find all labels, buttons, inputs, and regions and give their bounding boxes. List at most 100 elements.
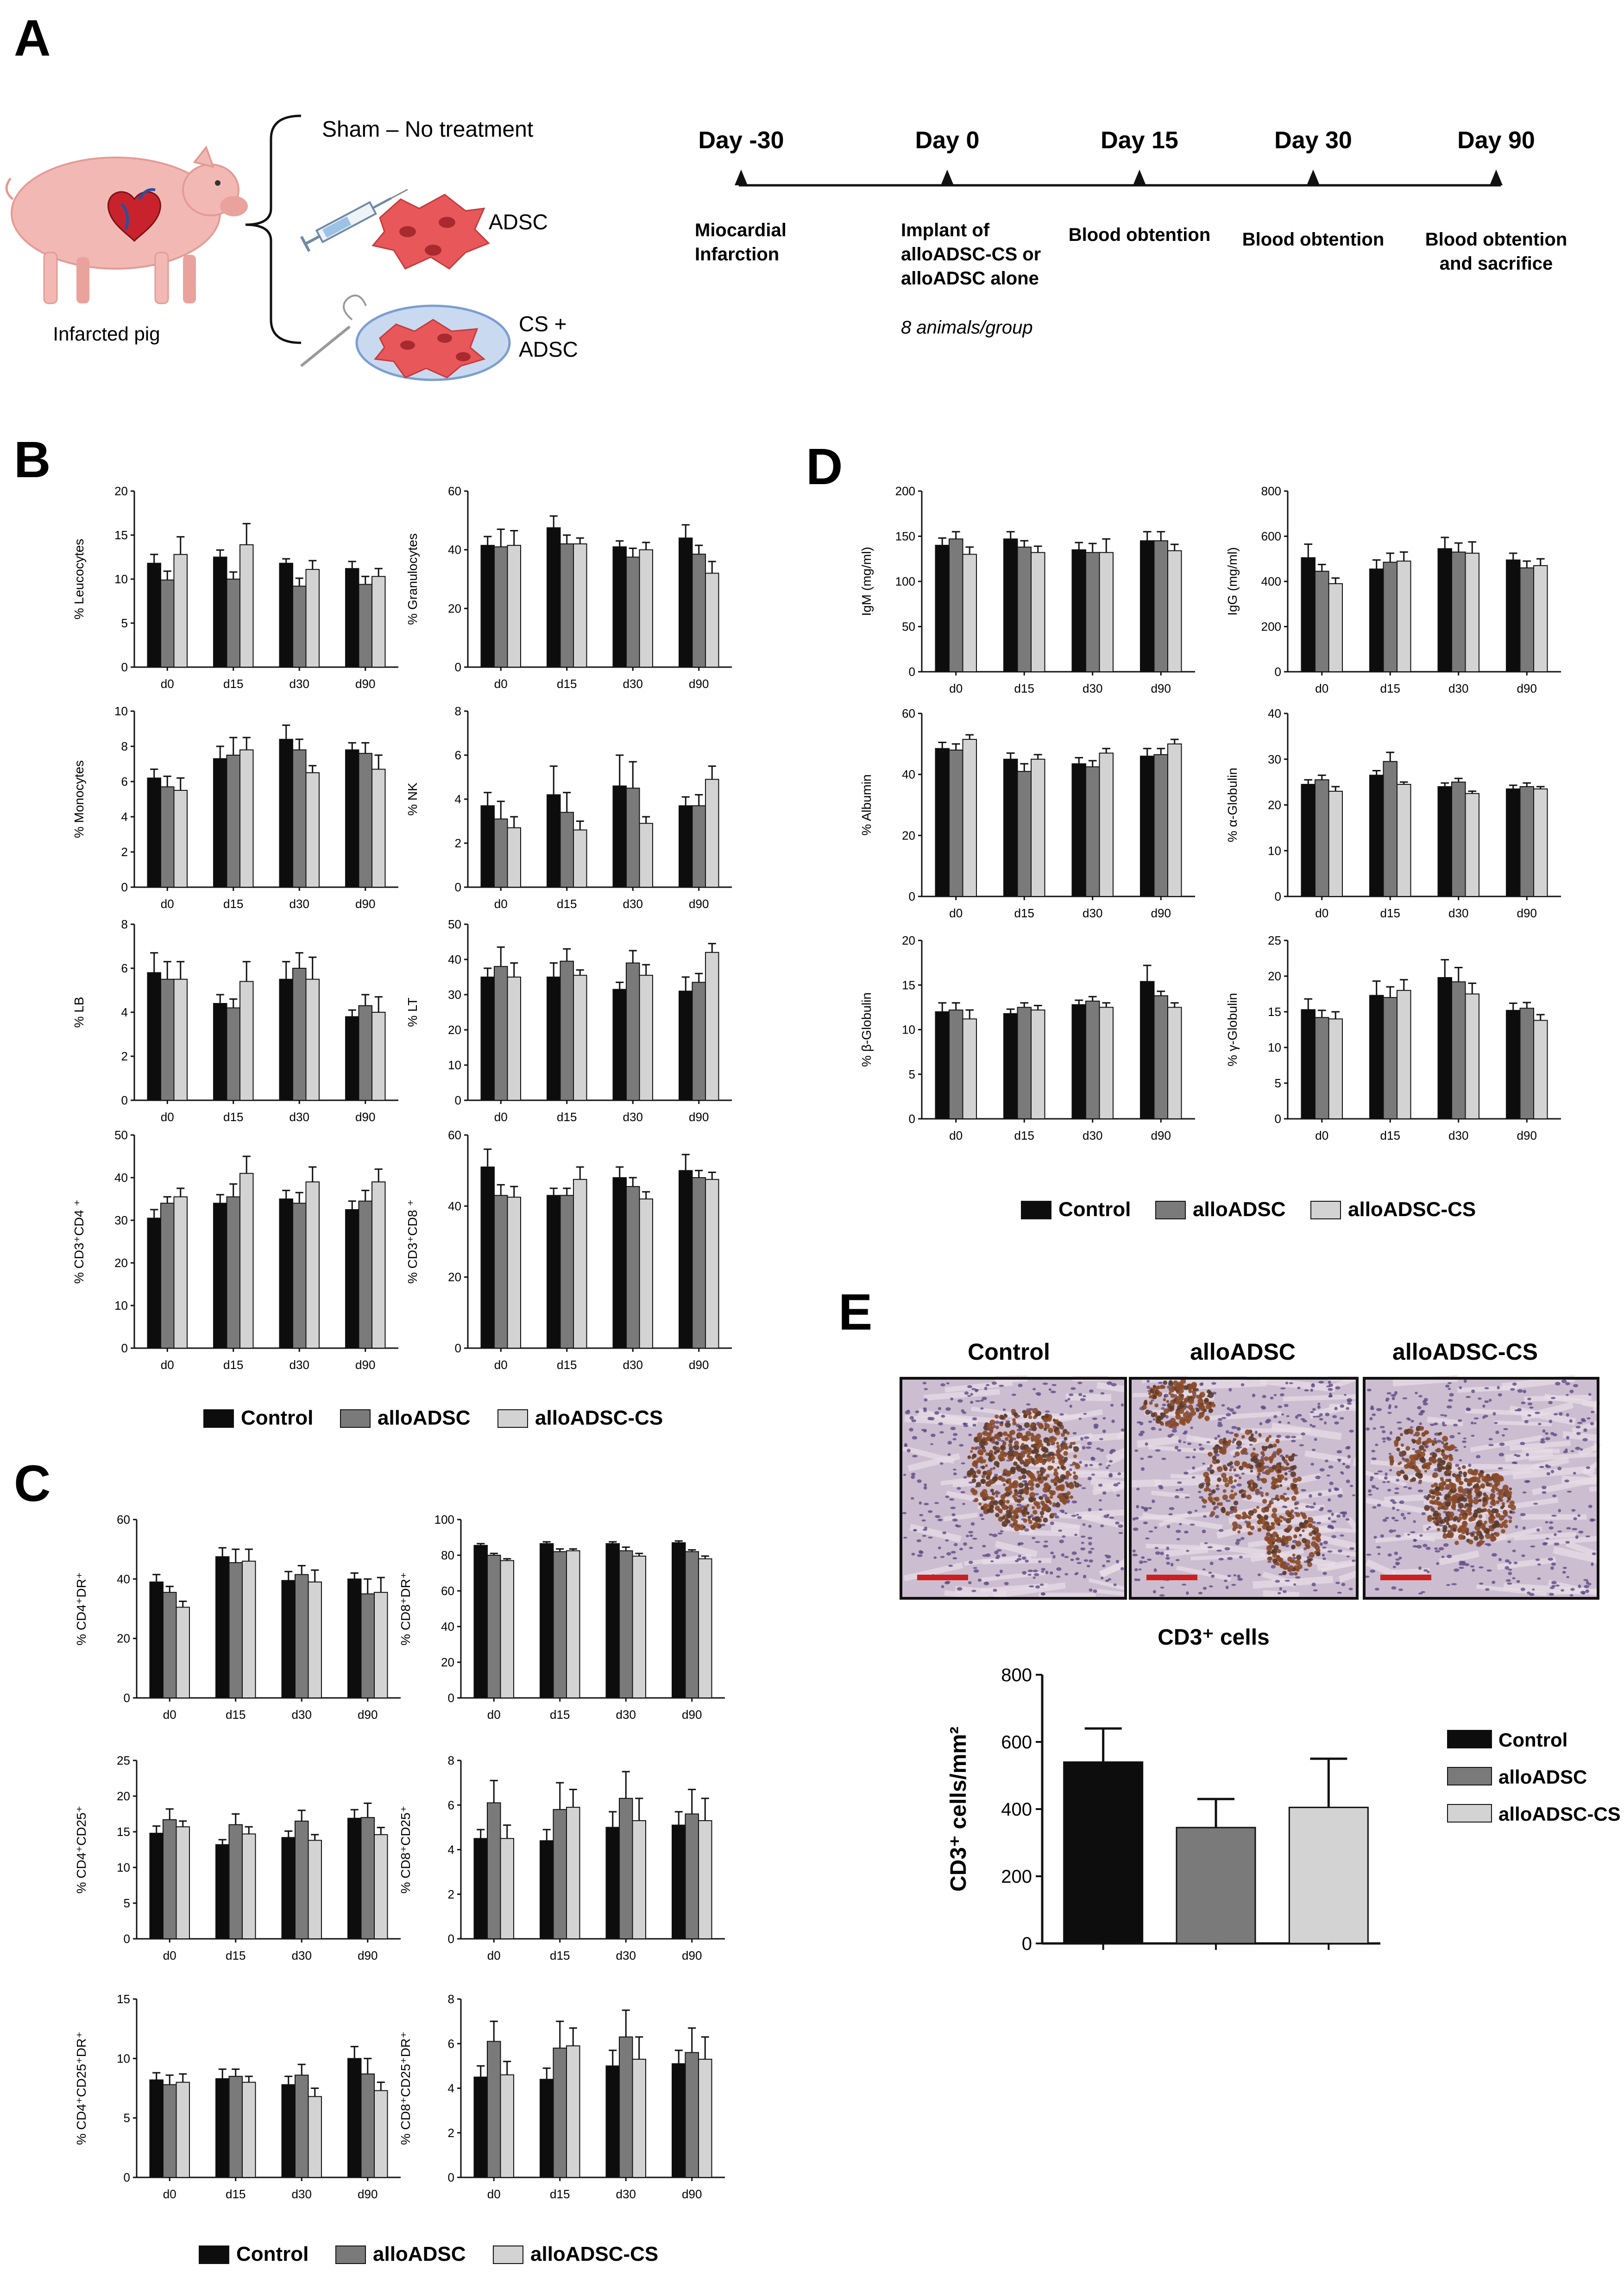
stained-cell	[1452, 1500, 1456, 1505]
nucleus	[1059, 1413, 1064, 1416]
stained-cell	[995, 1434, 1000, 1439]
stained-cell	[1208, 1392, 1214, 1398]
y-tick-label: 60	[441, 1584, 454, 1598]
nucleus	[1345, 1446, 1349, 1450]
stained-cell	[1272, 1558, 1277, 1563]
stained-cell	[1439, 1432, 1442, 1435]
stained-cell	[1482, 1526, 1486, 1531]
nucleus	[1566, 1576, 1569, 1578]
bar	[229, 2076, 243, 2177]
nucleus	[1118, 1524, 1123, 1527]
nucleus	[1380, 1426, 1385, 1428]
nucleus	[1393, 1530, 1396, 1532]
y-tick-label: 6	[455, 748, 461, 762]
bar	[633, 1821, 646, 1939]
bar	[508, 1197, 521, 1348]
nucleus	[1151, 1400, 1154, 1401]
stained-cell	[979, 1456, 983, 1461]
nucleus	[1270, 1397, 1273, 1400]
stained-cell	[1209, 1493, 1212, 1496]
timeline-event-label: and sacrifice	[1440, 253, 1553, 274]
bar	[1438, 978, 1452, 1119]
nucleus	[1236, 1483, 1242, 1487]
nucleus	[1231, 1584, 1236, 1586]
nucleus	[1259, 1487, 1262, 1489]
nucleus	[1116, 1494, 1120, 1497]
nucleus	[1146, 1380, 1150, 1382]
legend-swatch	[1448, 1804, 1492, 1822]
stained-cell	[1250, 1470, 1253, 1472]
nucleus	[1214, 1437, 1217, 1440]
y-tick-label: 2	[448, 1887, 454, 1901]
nucleus	[1345, 1465, 1350, 1469]
nucleus	[1202, 1530, 1206, 1533]
bar	[1438, 549, 1452, 672]
bar	[227, 755, 240, 887]
nucleus	[1154, 1526, 1157, 1529]
legend-label: Control	[1498, 1729, 1567, 1751]
nucleus	[1577, 1422, 1583, 1424]
panel-label-b: B	[14, 431, 50, 488]
nucleus	[1498, 1558, 1502, 1561]
bar	[1534, 566, 1548, 672]
nucleus	[1262, 1395, 1266, 1398]
pig-label: Infarcted pig	[53, 323, 160, 345]
nucleus	[1255, 1431, 1258, 1434]
nucleus	[1227, 1557, 1233, 1560]
nucleus	[1033, 1577, 1036, 1579]
stained-cell	[995, 1426, 999, 1429]
stained-cell	[1045, 1496, 1050, 1501]
nucleus	[1533, 1503, 1538, 1505]
nucleus	[1043, 1545, 1048, 1548]
nucleus	[1226, 1500, 1231, 1502]
stained-cell	[1259, 1434, 1262, 1437]
nucleus	[1389, 1529, 1393, 1533]
nucleus	[1175, 1495, 1179, 1499]
nucleus	[975, 1400, 981, 1402]
stained-cell	[1222, 1444, 1225, 1446]
panel-label-c: C	[14, 1455, 50, 1512]
nucleus	[990, 1401, 995, 1403]
nucleus	[1508, 1569, 1512, 1571]
nucleus	[1535, 1558, 1540, 1561]
y-tick-label: 4	[121, 1005, 128, 1019]
nucleus	[1202, 1505, 1206, 1508]
stained-cell	[1480, 1470, 1484, 1474]
stained-cell	[1278, 1558, 1283, 1563]
nucleus	[1142, 1561, 1147, 1563]
nucleus	[1391, 1394, 1396, 1397]
stained-cell	[1169, 1406, 1174, 1410]
y-tick-label: 30	[1268, 752, 1281, 766]
stained-cell	[1481, 1485, 1485, 1489]
nucleus	[1463, 1446, 1466, 1448]
bar	[1100, 753, 1114, 896]
nucleus	[1050, 1552, 1054, 1554]
bar	[1520, 1008, 1534, 1119]
stained-cell	[1021, 1436, 1026, 1441]
stained-cell	[1226, 1441, 1231, 1446]
y-tick-label: 0	[1022, 1934, 1032, 1954]
stained-cell	[1006, 1500, 1010, 1503]
stained-cell	[990, 1496, 993, 1499]
nucleus	[1065, 1400, 1068, 1402]
stained-cell	[1262, 1499, 1267, 1503]
stained-cell	[1004, 1413, 1007, 1416]
nucleus	[1521, 1401, 1526, 1404]
y-tick-label: 40	[114, 1171, 128, 1185]
x-tick-label: d30	[616, 1949, 636, 1962]
nucleus	[1056, 1567, 1061, 1571]
tissue-fiber	[1283, 1397, 1357, 1399]
nucleus	[1045, 1571, 1049, 1574]
nucleus	[1186, 1591, 1189, 1595]
nucleus	[1161, 1458, 1166, 1460]
nucleus	[1386, 1481, 1390, 1482]
stained-cell	[1437, 1457, 1442, 1463]
bar	[672, 1543, 686, 1698]
nucleus	[1224, 1579, 1227, 1582]
nucleus	[1192, 1466, 1195, 1470]
y-tick-label: 40	[448, 543, 461, 557]
stained-cell	[1005, 1470, 1009, 1474]
nucleus	[1158, 1485, 1163, 1488]
nucleus	[963, 1423, 968, 1425]
